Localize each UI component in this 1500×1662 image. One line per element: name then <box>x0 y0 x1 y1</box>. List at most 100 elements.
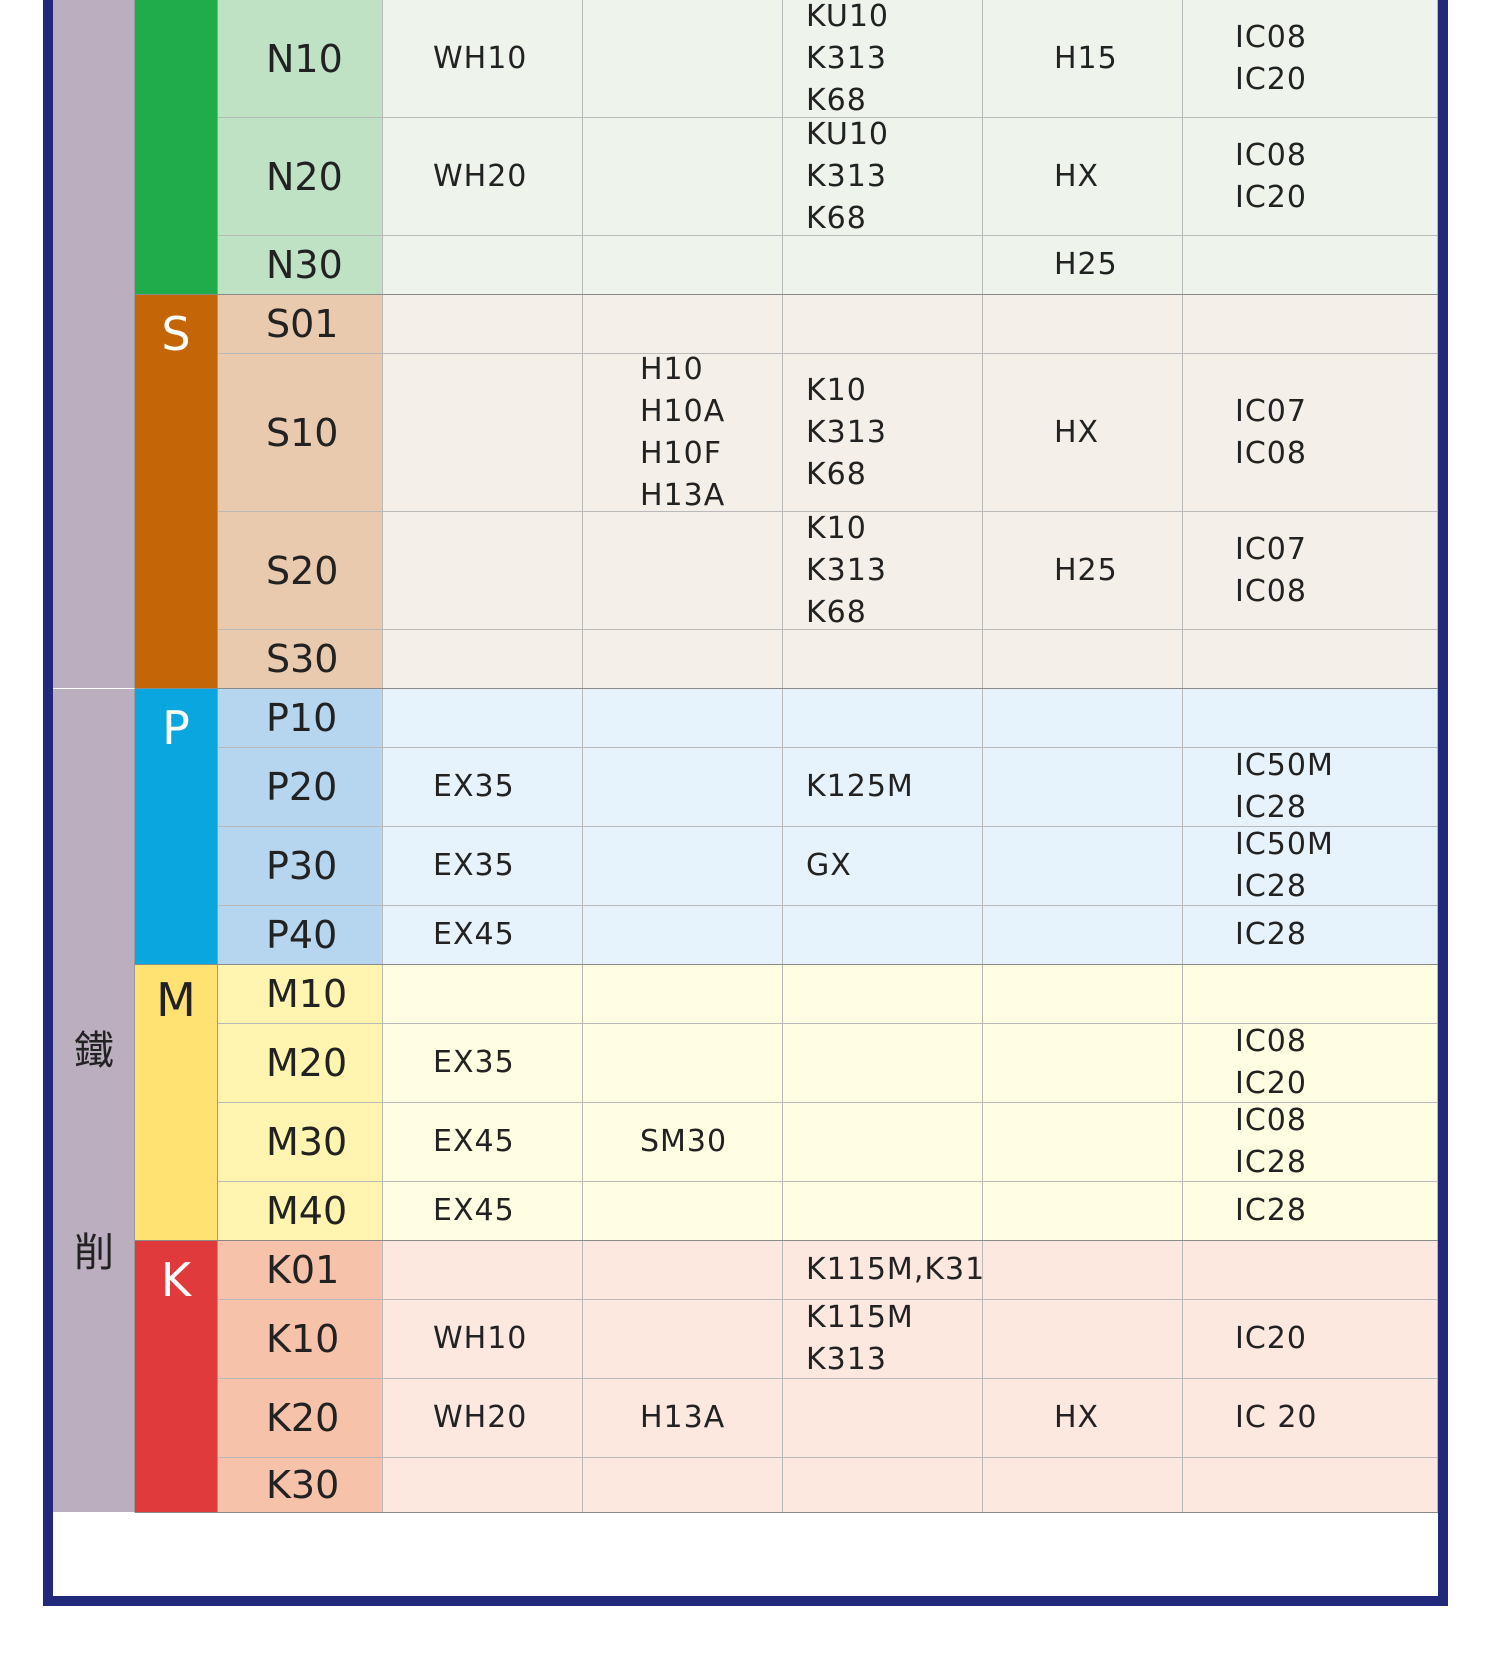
grade-value-cell: IC50M IC28 <box>1183 827 1438 906</box>
grade-value: H25 <box>1054 247 1118 282</box>
grade-code: N30 <box>266 243 343 287</box>
grade-code: P10 <box>266 696 338 740</box>
grade-value-cell: IC 20 <box>1183 1379 1438 1458</box>
table-frame <box>43 0 1448 1606</box>
group-separator <box>135 1512 1438 1513</box>
grade-value: KU10 K313 K68 <box>806 116 889 236</box>
grade-value-cell <box>783 1458 983 1513</box>
grade-value-cell: WH20 <box>383 1379 583 1458</box>
grade-value-cell <box>583 1182 783 1241</box>
grade-value-cell: K115M K313 <box>783 1300 983 1379</box>
grade-value-cell: GX <box>783 827 983 906</box>
grade-value-cell <box>583 0 783 118</box>
group-separator <box>135 1240 1438 1241</box>
grade-code-cell: M30 <box>218 1103 383 1182</box>
group-letter: K <box>160 1253 192 1307</box>
grade-value-cell: IC20 <box>1183 1300 1438 1379</box>
grade-value: WH10 <box>433 40 528 76</box>
grade-value-cell <box>1183 965 1438 1024</box>
grade-value: IC28 <box>1235 917 1307 952</box>
group-column-n <box>135 0 218 295</box>
grade-value-cell <box>783 236 983 295</box>
grade-code: P20 <box>266 765 338 809</box>
grade-value-cell <box>783 906 983 965</box>
grade-value-cell: IC08 IC20 <box>1183 1024 1438 1103</box>
grade-value-cell <box>383 295 583 354</box>
grade-code-cell: P10 <box>218 689 383 748</box>
group-letter: P <box>162 701 190 755</box>
grade-code-cell: K01 <box>218 1241 383 1300</box>
grade-value-cell: H25 <box>983 512 1183 630</box>
grade-value-cell <box>983 906 1183 965</box>
grade-value-cell <box>1183 236 1438 295</box>
grade-value-cell <box>383 1241 583 1300</box>
grade-code-cell: N20 <box>218 118 383 236</box>
grade-code: K01 <box>266 1248 340 1292</box>
grade-code: P40 <box>266 913 338 957</box>
grade-value-cell: HX <box>983 354 1183 512</box>
grade-value: IC08 IC20 <box>1235 137 1307 215</box>
grade-value-cell <box>983 1182 1183 1241</box>
grade-value: IC50M IC28 <box>1235 827 1334 904</box>
grade-code-cell: N30 <box>218 236 383 295</box>
grade-value-cell <box>583 1458 783 1513</box>
grade-value-cell: EX45 <box>383 1103 583 1182</box>
grade-value-cell <box>583 689 783 748</box>
grade-value-cell <box>583 118 783 236</box>
grade-value-cell <box>783 1182 983 1241</box>
grade-value-cell <box>983 630 1183 689</box>
grade-value-cell: WH10 <box>383 0 583 118</box>
grade-value-cell: KU10 K313 K68 <box>783 117 983 236</box>
grade-value: HX <box>1054 414 1100 450</box>
grade-value-cell <box>783 295 983 354</box>
grade-value: IC08 IC20 <box>1235 1024 1307 1101</box>
grade-value: H10 H10A H10F H13A <box>640 351 726 513</box>
grade-value: IC 20 <box>1235 1400 1318 1435</box>
grade-code: K30 <box>266 1463 340 1507</box>
grade-value-cell <box>1183 295 1438 354</box>
grade-code: M30 <box>266 1120 348 1164</box>
grade-value-cell: SM30 <box>583 1103 783 1182</box>
grade-value-cell: EX35 <box>383 1024 583 1103</box>
grade-code-cell: N10 <box>218 0 383 118</box>
grade-value-cell: IC28 <box>1183 1182 1438 1241</box>
grade-value: HX <box>1054 158 1100 194</box>
grade-code: M40 <box>266 1189 348 1233</box>
grade-value-cell: KU10 K313 K68 <box>783 0 983 118</box>
grade-value-cell <box>1183 1458 1438 1513</box>
grade-value-cell: H10 H10A H10F H13A <box>583 352 783 513</box>
grade-value-cell: HX <box>983 1379 1183 1458</box>
grade-value-cell <box>983 295 1183 354</box>
grade-value: SM30 <box>640 1124 728 1159</box>
grade-value-cell: EX45 <box>383 906 583 965</box>
grade-value-cell: WH20 <box>383 118 583 236</box>
grade-code-cell: S20 <box>218 512 383 630</box>
grade-value: K125M <box>806 769 914 804</box>
group-letter: M <box>156 973 196 1027</box>
grade-code: M10 <box>266 972 348 1016</box>
group-separator <box>135 688 1438 689</box>
grade-value-cell <box>383 689 583 748</box>
grade-value-cell <box>783 1103 983 1182</box>
grade-value: K10 K313 K68 <box>806 510 887 630</box>
grade-value-cell: H13A <box>583 1379 783 1458</box>
grade-value: EX45 <box>433 917 515 952</box>
grade-value-cell <box>583 748 783 827</box>
grade-value-cell <box>783 1379 983 1458</box>
grade-value-cell <box>383 1458 583 1513</box>
grade-value-cell: IC08 IC20 <box>1183 0 1438 118</box>
grade-code-cell: K10 <box>218 1300 383 1379</box>
grade-value: H25 <box>1054 552 1118 588</box>
grade-value-cell <box>383 354 583 512</box>
grade-code: K20 <box>266 1396 340 1440</box>
grade-value: EX35 <box>433 848 515 883</box>
grade-value: GX <box>806 848 852 883</box>
grade-value: K115M,K313 <box>806 1252 1006 1287</box>
grade-value: WH10 <box>433 1321 528 1356</box>
group-column-p: P <box>135 689 218 965</box>
group-column-s: S <box>135 295 218 689</box>
grade-code: S10 <box>266 410 339 455</box>
grade-value-cell: HX <box>983 118 1183 236</box>
grade-value: K115M K313 <box>806 1300 914 1377</box>
grade-value-cell: WH10 <box>383 1300 583 1379</box>
